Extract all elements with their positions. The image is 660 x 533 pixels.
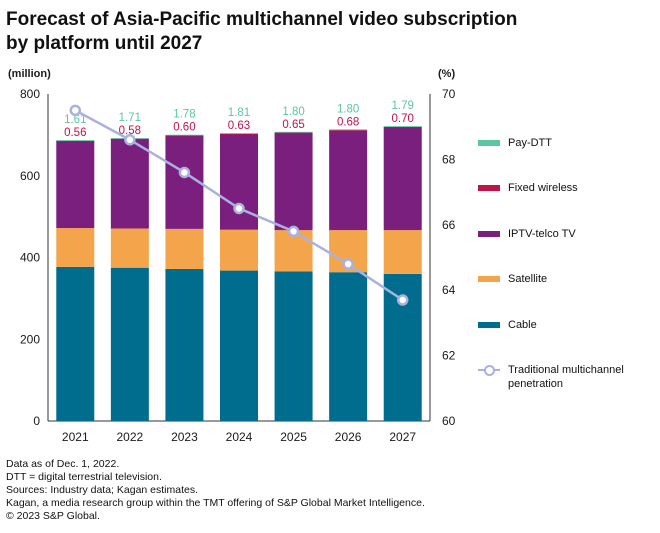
note-kagan: Kagan, a media research group within the…: [6, 497, 425, 509]
legend-item-satellite: Satellite: [478, 272, 653, 286]
legend-swatch-cable: [478, 322, 500, 328]
bar-pay-dtt: [274, 131, 313, 133]
legend-label-cable: Cable: [508, 319, 537, 331]
data-label-pay-dtt: 1.80: [282, 106, 304, 118]
x-axis-tick-label: 2021: [62, 430, 89, 444]
legend-line-marker-icon: [478, 363, 500, 377]
chart-title-line-1: Forecast of Asia-Pacific multichannel vi…: [6, 9, 518, 30]
bar-cable: [110, 267, 149, 421]
data-label-pay-dtt: 1.81: [228, 107, 250, 119]
legend-swatch-satellite: [478, 276, 500, 282]
x-axis-tick-label: 2026: [335, 430, 362, 444]
legend-label-fixed-wireless: Fixed wireless: [508, 182, 578, 194]
legend-label-iptv-telco-tv: IPTV-telco TV: [508, 228, 576, 240]
legend-label-penetration: Traditional multichannel penetration: [508, 364, 624, 390]
chart-notes: Data as of Dec. 1, 2022. DTT = digital t…: [6, 458, 425, 523]
bar-fixed-wireless: [220, 133, 258, 135]
legend-swatch-iptv-telco-tv: [478, 231, 500, 237]
x-axis-tick-label: 2027: [389, 430, 416, 444]
bar-satellite: [56, 228, 95, 267]
bar-fixed-wireless: [274, 132, 313, 134]
bar-cable: [274, 271, 313, 421]
penetration-point: [124, 134, 136, 146]
left-axis-tick-label: 800: [20, 87, 40, 101]
penetration-point: [396, 294, 409, 306]
legend-item-cable: Cable: [478, 318, 653, 332]
data-label-pay-dtt: 1.79: [392, 100, 414, 112]
legend-label-satellite: Satellite: [508, 273, 548, 285]
left-axis-unit-label: (million): [8, 68, 51, 80]
penetration-point: [233, 202, 245, 215]
data-label-fixed-wireless: 0.63: [228, 120, 250, 132]
chart-title: Forecast of Asia-Pacific multichannel vi…: [6, 8, 646, 56]
right-axis-tick-label: 64: [442, 283, 456, 297]
bar-cable: [56, 266, 95, 421]
data-label-pay-dtt: 1.78: [173, 109, 195, 121]
left-axis-tick-label: 200: [20, 332, 40, 346]
bar-fixed-wireless: [56, 140, 95, 142]
right-axis-tick-label: 66: [442, 218, 456, 232]
legend-swatch-fixed-wireless: [478, 185, 500, 191]
penetration-point: [69, 104, 82, 117]
legend-swatch-pay-dtt: [478, 140, 500, 146]
data-label-pay-dtt: 1.71: [119, 112, 141, 124]
bar-iptv-telco-tv: [110, 138, 149, 229]
bar-cable: [165, 268, 204, 421]
legend-item-penetration: Traditional multichannel penetration: [478, 363, 653, 391]
penetration-point: [342, 258, 354, 270]
bar-iptv-telco-tv: [383, 127, 422, 231]
bar-pay-dtt: [56, 140, 95, 141]
bar-cable: [329, 272, 368, 421]
bar-iptv-telco-tv: [274, 132, 313, 231]
right-axis-tick-label: 68: [442, 152, 456, 166]
right-axis-tick-label: 70: [442, 87, 456, 101]
bar-iptv-telco-tv: [56, 141, 95, 229]
data-label-pay-dtt: 1.61: [64, 114, 86, 126]
note-sources: Sources: Industry data; Kagan estimates.: [6, 484, 199, 496]
data-label-fixed-wireless: 0.58: [119, 125, 141, 137]
note-data-as-of: Data as of Dec. 1, 2022.: [6, 458, 120, 470]
bar-satellite: [220, 229, 258, 271]
bar-satellite: [165, 228, 204, 269]
bar-pay-dtt: [329, 129, 368, 131]
x-axis-tick-label: 2024: [226, 430, 253, 444]
right-axis-tick-label: 62: [442, 349, 456, 363]
legend-item-iptv-telco-tv: IPTV-telco TV: [478, 227, 653, 241]
legend-label-pay-dtt: Pay-DTT: [508, 137, 552, 149]
chart-title-line-2: by platform until 2027: [6, 33, 203, 54]
chart-legend: Pay-DTT Fixed wireless IPTV-telco TV Sat…: [478, 0, 658, 420]
data-label-pay-dtt: 1.80: [337, 103, 359, 115]
bar-pay-dtt: [220, 133, 258, 134]
data-label-fixed-wireless: 0.56: [64, 127, 86, 139]
penetration-point: [178, 166, 191, 179]
bar-pay-dtt: [165, 134, 204, 136]
left-axis-tick-label: 600: [20, 169, 40, 183]
right-axis-unit-label: (%): [438, 68, 455, 80]
legend-item-pay-dtt: Pay-DTT: [478, 136, 653, 150]
bar-satellite: [110, 228, 149, 268]
data-label-fixed-wireless: 0.60: [173, 122, 195, 134]
left-axis-tick-label: 400: [20, 251, 40, 265]
bar-pay-dtt: [383, 126, 422, 127]
bar-fixed-wireless: [329, 130, 368, 131]
left-axis-tick-label: 0: [33, 414, 40, 428]
bar-fixed-wireless: [383, 126, 422, 128]
note-copyright: © 2023 S&P Global.: [6, 510, 100, 522]
bar-iptv-telco-tv: [329, 130, 368, 231]
bar-cable: [220, 270, 258, 421]
data-label-fixed-wireless: 0.65: [282, 119, 304, 131]
bar-satellite: [383, 230, 422, 274]
x-axis-tick-label: 2023: [171, 430, 198, 444]
bar-fixed-wireless: [165, 135, 204, 137]
note-dtt-definition: DTT = digital terrestrial television.: [6, 471, 162, 483]
right-axis-tick-label: 60: [442, 414, 456, 428]
data-label-fixed-wireless: 0.70: [392, 113, 414, 125]
penetration-point: [287, 225, 300, 238]
chart-svg: (million) (%) 0 200 400 600 800 60 62 64 66 68 70 202…: [8, 68, 456, 444]
x-axis-tick-label: 2022: [117, 430, 144, 444]
x-axis-tick-label: 2025: [280, 430, 307, 444]
data-label-fixed-wireless: 0.68: [337, 116, 359, 128]
legend-item-fixed-wireless: Fixed wireless: [478, 181, 653, 195]
